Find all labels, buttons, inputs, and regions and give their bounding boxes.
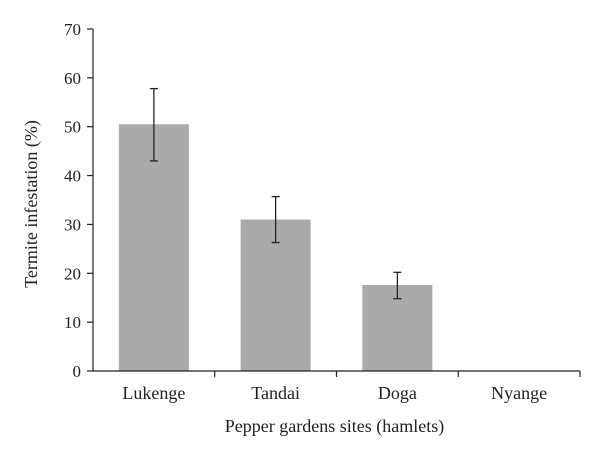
x-category-label: Tandai <box>251 383 300 403</box>
y-tick-label: 10 <box>64 313 81 332</box>
bar-doga <box>362 285 433 371</box>
x-category-label: Doga <box>378 383 417 403</box>
x-category-label: Nyange <box>491 383 547 403</box>
y-tick-label: 20 <box>64 264 81 283</box>
x-axis-title: Pepper gardens sites (hamlets) <box>225 416 444 437</box>
y-tick-label: 30 <box>64 215 81 234</box>
y-axis-ticks: 0 10 20 30 40 50 60 70 <box>64 20 581 381</box>
y-tick-label: 40 <box>64 167 81 186</box>
bar-lukenge <box>118 124 189 372</box>
x-category-label: Lukenge <box>122 383 185 403</box>
y-tick-label: 70 <box>64 20 81 39</box>
y-tick-label: 0 <box>73 362 82 381</box>
error-bars <box>149 87 402 300</box>
y-tick-label: 60 <box>64 69 81 88</box>
bar-tandai <box>240 219 311 371</box>
y-tick-label: 50 <box>64 118 81 137</box>
x-axis-labels: Lukenge Tandai Doga Nyange <box>122 383 547 403</box>
bars <box>118 124 433 372</box>
y-axis-title: Termite infestation (%) <box>21 120 42 288</box>
